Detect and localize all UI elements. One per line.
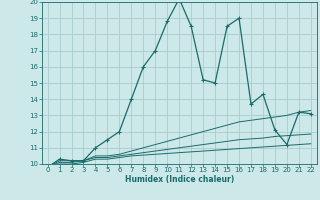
X-axis label: Humidex (Indice chaleur): Humidex (Indice chaleur): [124, 175, 234, 184]
